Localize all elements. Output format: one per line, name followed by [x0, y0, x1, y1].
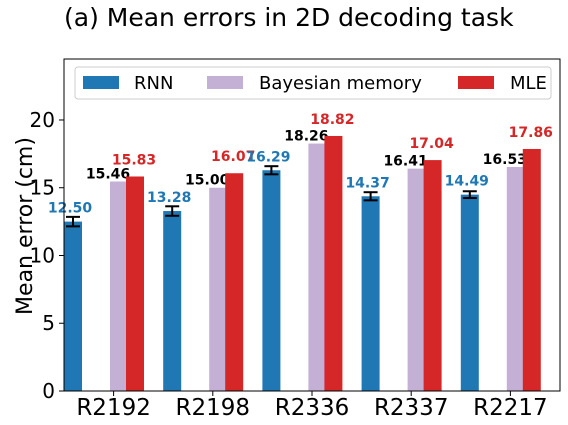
legend-swatch: [83, 76, 119, 89]
y-tick-label: 20: [30, 108, 55, 132]
x-tick-label: R2336: [275, 395, 350, 421]
y-tick-label: 0: [42, 379, 55, 403]
bar-rnn: [262, 170, 281, 391]
bar-mle: [423, 160, 442, 391]
bar-bayesian-memory: [506, 167, 525, 391]
y-tick-label: 10: [30, 243, 55, 267]
bar-mle: [225, 173, 244, 391]
x-tick-label: R2217: [473, 395, 548, 421]
y-tick-label: 5: [42, 311, 55, 335]
bar-bayesian-memory: [407, 168, 426, 391]
legend-label: RNN: [134, 73, 173, 94]
x-tick-label: R2198: [176, 395, 251, 421]
legend-swatch: [207, 76, 243, 89]
y-tick-label: 15: [30, 176, 55, 200]
data-label: 15.00: [185, 173, 230, 189]
bar-bayesian-memory: [209, 187, 228, 391]
legend: RNN Bayesian memory MLE: [74, 66, 552, 100]
data-label: 14.37: [345, 175, 389, 191]
bar-bayesian-memory: [308, 143, 327, 391]
data-label: 14.49: [445, 174, 489, 190]
x-tick-label: R2192: [76, 395, 151, 421]
data-label: 16.41: [383, 154, 427, 170]
bar-rnn: [64, 221, 82, 391]
y-axis-label: Mean error (cm): [13, 137, 38, 315]
bar-mle: [324, 135, 343, 391]
data-label: 17.04: [409, 136, 454, 152]
chart-title: (a) Mean errors in 2D decoding task: [64, 3, 514, 32]
data-label: 16.07: [211, 149, 255, 165]
data-label: 17.86: [509, 125, 553, 141]
data-label: 18.82: [310, 112, 354, 128]
data-label: 16.29: [246, 149, 290, 165]
bar-rnn: [361, 196, 380, 391]
data-label: 12.50: [48, 201, 93, 217]
bar-bayesian-memory: [110, 181, 128, 391]
data-label: 15.83: [112, 152, 156, 168]
data-label: 15.46: [86, 167, 130, 183]
bar-mle: [522, 148, 541, 391]
bar-mle: [126, 176, 144, 391]
plot-frame: [63, 58, 561, 392]
legend-swatch: [458, 76, 494, 89]
bar-rnn: [163, 211, 182, 391]
legend-box: [74, 66, 552, 100]
bar-rnn: [460, 194, 479, 391]
x-tick-label: R2337: [374, 395, 449, 421]
legend-label: MLE: [510, 73, 547, 94]
data-label: 18.26: [284, 129, 328, 145]
data-label: 13.28: [147, 190, 191, 206]
legend-label: Bayesian memory: [259, 73, 422, 94]
data-label: 16.53: [483, 152, 527, 168]
